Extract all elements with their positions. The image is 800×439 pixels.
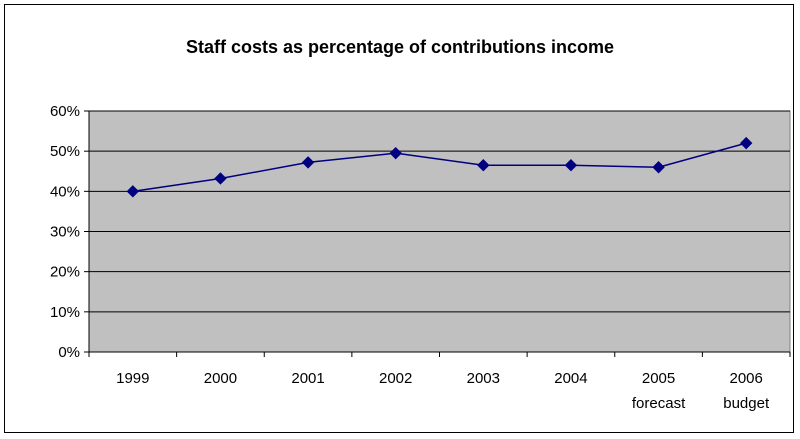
- x-tick-label: 2003: [467, 370, 500, 387]
- series-line: [132, 142, 747, 193]
- y-tick-label: 10%: [50, 304, 80, 321]
- data-point-marker: [652, 161, 665, 174]
- chart-frame: Staff costs as percentage of contributio…: [4, 4, 794, 433]
- y-tick-label: 30%: [50, 224, 80, 241]
- x-tick-label: 1999: [116, 370, 149, 387]
- x-tick-label: 2001: [291, 370, 324, 387]
- chart-title: Staff costs as percentage of contributio…: [186, 37, 614, 57]
- y-tick-label: 0%: [58, 344, 80, 361]
- chart-svg: Staff costs as percentage of contributio…: [50, 37, 791, 412]
- y-tick-label: 40%: [50, 183, 80, 200]
- x-tick-label: 2006: [730, 370, 763, 387]
- x-tick-label: forecast: [632, 395, 686, 412]
- data-point-marker: [477, 159, 490, 172]
- x-tick-label: 2002: [379, 370, 412, 387]
- x-tick-label: 2000: [204, 370, 237, 387]
- y-tick-label: 50%: [50, 143, 80, 160]
- x-axis: 1999 2000 2001 2002 2003 2004 2005 forecast 2006…: [88, 351, 791, 412]
- y-tick-label: 60%: [50, 103, 80, 120]
- data-point-marker: [214, 172, 227, 185]
- data-point-marker: [301, 156, 315, 169]
- y-tick-label: 20%: [50, 264, 80, 281]
- x-tick-label: 2005: [642, 370, 675, 387]
- data-point-marker: [126, 185, 140, 198]
- plot-area: [88, 110, 791, 353]
- data-point-marker: [739, 136, 753, 150]
- data-point-marker: [389, 146, 402, 160]
- x-tick-label: budget: [723, 395, 770, 412]
- data-point-marker: [564, 159, 578, 172]
- x-tick-label: 2004: [554, 370, 587, 387]
- series-line-group: [126, 136, 753, 198]
- y-axis: 0% 10% 20% 30% 40% 50% 60%: [50, 103, 90, 361]
